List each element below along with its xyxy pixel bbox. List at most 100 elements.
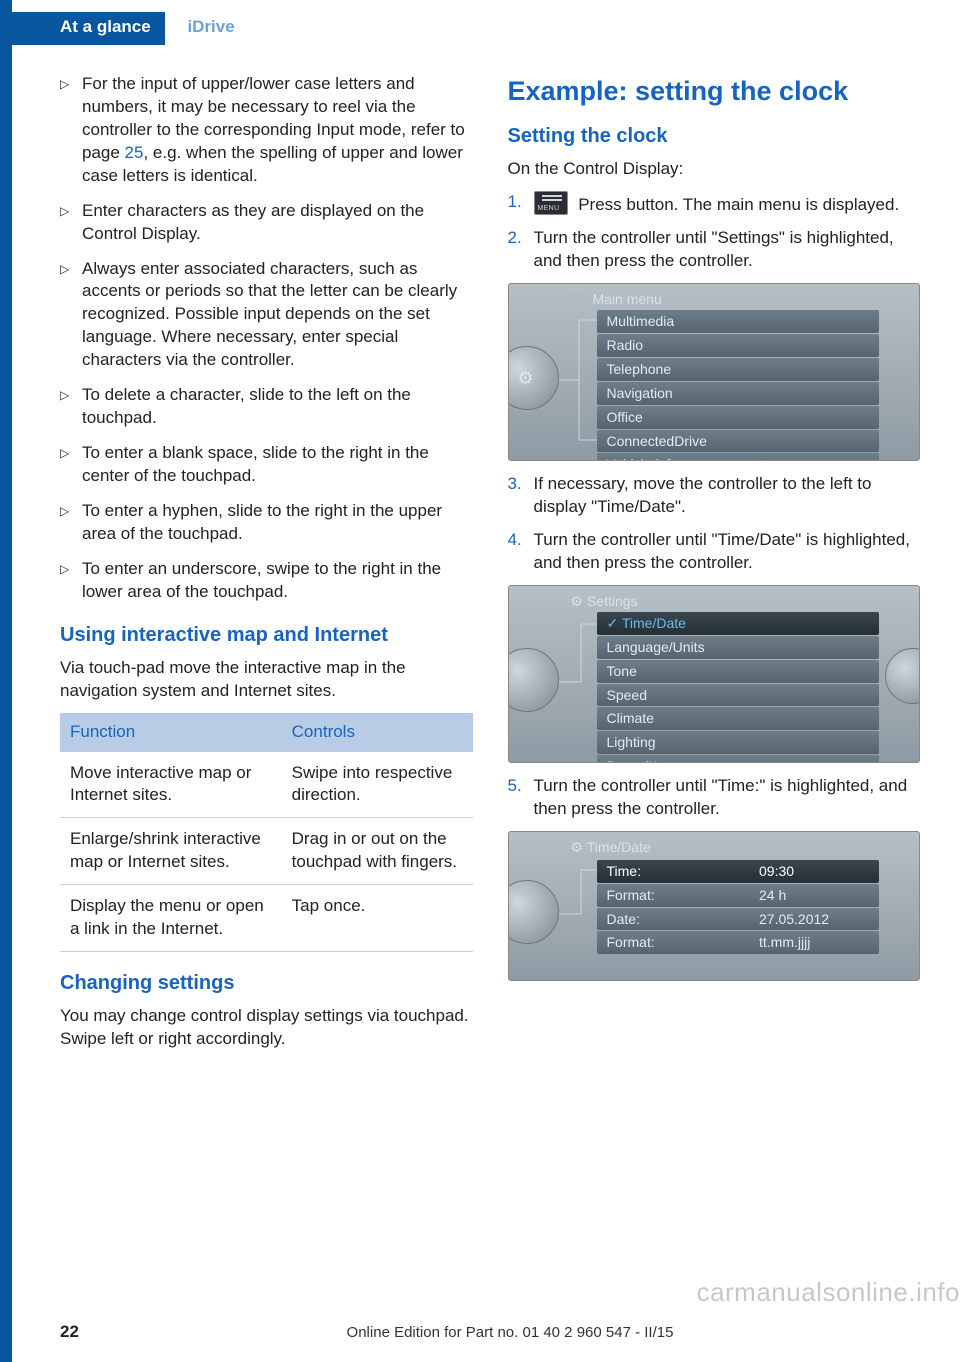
step-number: 4. [508,529,534,575]
touchpad-bullet-list: ▷For the input of upper/lower case lette… [60,73,473,604]
bullet-text: Enter characters as they are displayed o… [82,200,473,246]
list-item: ▷To delete a character, slide to the lef… [60,384,473,430]
kv-key: Date: [607,910,760,929]
heading-setting-clock: Setting the clock [508,123,921,150]
idrive-menu-item: Date:27.05.2012 [597,908,880,931]
idrive-menu-item: Office [597,406,880,429]
step-text: If necessary, move the controller to the… [534,473,921,519]
heading-interactive-map: Using interactive map and Internet [60,622,473,649]
idrive-screenshot-timedate: ⚙ Time/Date Time:09:30Format:24 hDate:27… [508,831,921,981]
heading-changing-settings: Changing settings [60,970,473,997]
menu-button-icon [534,191,568,215]
table-row: Move interactive map or Internet sites.S… [60,752,473,818]
step-text: Turn the controller until "Time:" is hig… [534,775,921,821]
step-item: 2.Turn the controller until "Settings" i… [508,227,921,273]
step-number: 2. [508,227,534,273]
idrive-menu-items: ✓ Time/DateLanguage/UnitsToneSpeedClimat… [597,612,880,763]
idrive-menu-item: Radio [597,334,880,357]
connector-lines [559,310,599,450]
step-number: 5. [508,775,534,821]
heading-example-clock: Example: setting the clock [508,73,921,109]
idrive-menu-item: Navigation [597,382,880,405]
left-blue-bar [0,0,12,1362]
bullet-text: To enter an underscore, swipe to the rig… [82,558,473,604]
left-column: ▷For the input of upper/lower case lette… [60,73,473,1061]
watermark: carmanualsonline.info [697,1275,960,1310]
kv-value: 24 h [759,886,869,905]
table-row: Display the menu or open a link in the I… [60,885,473,952]
idrive-screenshot-settings: ⚙ Settings ✓ Time/DateLanguage/UnitsTone… [508,585,921,763]
step-number: 3. [508,473,534,519]
bullet-text: To enter a hyphen, slide to the right in… [82,500,473,546]
step-5: 5.Turn the controller until "Time:" is h… [508,775,921,821]
kv-value: tt.mm.jjjj [759,933,869,952]
header-tab: At a glance [0,12,165,45]
idrive-menu-item: Telephone [597,358,880,381]
table-cell: Display the menu or open a link in the I… [60,885,282,952]
step-item: 1. Press button. The main menu is displa… [508,191,921,217]
bullet-marker: ▷ [60,258,82,373]
bullet-text: Always enter associated characters, such… [82,258,473,373]
idrive-menu-item: ✓ Time/Date [597,612,880,635]
list-item: ▷To enter a hyphen, slide to the right i… [60,500,473,546]
bullet-marker: ▷ [60,442,82,488]
table-cell: Tap once. [282,885,473,952]
bullet-text: For the input of upper/lower case letter… [82,73,473,188]
para-on-control-display: On the Control Display: [508,158,921,181]
kv-value: 09:30 [759,862,869,881]
idrive-menu-item: Format:tt.mm.jjjj [597,931,880,954]
bullet-marker: ▷ [60,73,82,188]
page-body: ▷For the input of upper/lower case lette… [0,55,960,1061]
table-header-function: Function [60,713,282,752]
bullet-marker: ▷ [60,500,82,546]
idrive-menu-item: Time:09:30 [597,860,880,883]
bullet-marker: ▷ [60,384,82,430]
list-item: ▷To enter a blank space, slide to the ri… [60,442,473,488]
screen-icon [571,294,587,306]
list-item: ▷Enter characters as they are displayed … [60,200,473,246]
table-cell: Drag in or out on the touchpad with fing… [282,818,473,885]
idrive-menu-item: Speed [597,684,880,707]
controller-knob-icon [508,880,559,944]
idrive-title: ⚙ Settings [571,592,638,611]
page-header: At a glance iDrive [0,0,960,55]
table-cell: Swipe into respective direction. [282,752,473,818]
steps-1-2: 1. Press button. The main menu is displa… [508,191,921,273]
page-reference-link[interactable]: 25 [125,143,144,162]
idrive-title: ⚙ Time/Date [571,838,651,857]
idrive-menu-item: Tone [597,660,880,683]
bullet-text: To delete a character, slide to the left… [82,384,473,430]
connector-lines [559,858,599,968]
controller-knob-right-icon [885,648,920,704]
step-text: Press button. The main menu is displayed… [534,191,921,217]
step-item: 3.If necessary, move the controller to t… [508,473,921,519]
header-crumb: iDrive [187,17,234,36]
step-number: 1. [508,191,534,217]
steps-3-4: 3.If necessary, move the controller to t… [508,473,921,575]
table-cell: Enlarge/shrink interactive map or Intern… [60,818,282,885]
kv-key: Time: [607,862,760,881]
idrive-menu-item: Climate [597,707,880,730]
list-item: ▷For the input of upper/lower case lette… [60,73,473,188]
step-text: Turn the controller until "Settings" is … [534,227,921,273]
connector-lines [559,612,599,752]
table-cell: Move interactive map or Internet sites. [60,752,282,818]
idrive-menu-item: ConnectedDrive [597,430,880,453]
para-interactive-map: Via touch-pad move the interactive map i… [60,657,473,703]
step-item: 5.Turn the controller until "Time:" is h… [508,775,921,821]
table-row: Enlarge/shrink interactive map or Intern… [60,818,473,885]
idrive-menu-item: Doors/Key [597,755,880,763]
idrive-menu-item: Format:24 h [597,884,880,907]
kv-key: Format: [607,933,760,952]
list-item: ▷To enter an underscore, swipe to the ri… [60,558,473,604]
idrive-menu-item: Lighting [597,731,880,754]
kv-key: Format: [607,886,760,905]
gear-icon: ⚙ [514,366,538,390]
para-changing-settings: You may change control display settings … [60,1005,473,1051]
idrive-title: Main menu [571,290,662,309]
idrive-menu-item: Vehicle info [597,453,880,461]
idrive-menu-item: Multimedia [597,310,880,333]
list-item: ▷Always enter associated characters, suc… [60,258,473,373]
bullet-marker: ▷ [60,200,82,246]
bullet-text: To enter a blank space, slide to the rig… [82,442,473,488]
